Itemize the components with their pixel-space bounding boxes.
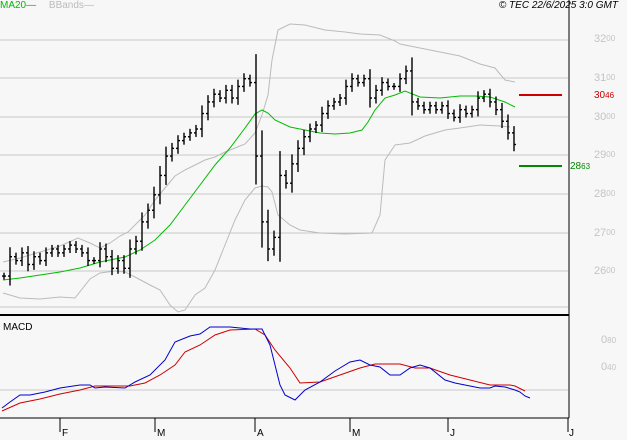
macd-title: MACD xyxy=(3,322,33,333)
ma20-line xyxy=(2,90,516,281)
chart-legend: MA20— BBands— xyxy=(0,0,94,11)
macd-label-040: 040 xyxy=(601,361,617,373)
x-label-jun: J xyxy=(450,428,455,439)
macd-label-080: 080 xyxy=(601,334,617,346)
price-label-2800: 2800 xyxy=(594,188,616,200)
macd-signal-line xyxy=(1,328,526,412)
macd-line xyxy=(1,326,531,409)
copyright-timestamp: © TEC 22/6/2025 3:0 GMT xyxy=(498,0,618,11)
x-label-feb: F xyxy=(62,428,69,439)
price-label-2700: 2700 xyxy=(594,227,616,239)
price-label-3100: 3100 xyxy=(594,72,616,84)
legend-ma20: MA20— xyxy=(0,0,37,11)
support-label: 2863 xyxy=(570,161,591,172)
price-gridlines xyxy=(0,39,568,308)
price-label-2600: 2600 xyxy=(594,265,616,277)
price-label-3200: 3200 xyxy=(594,33,616,45)
x-label-jul: J xyxy=(569,428,574,439)
bband-lower xyxy=(2,124,511,313)
bband-upper xyxy=(2,23,516,263)
ohlc-bars xyxy=(2,54,516,286)
resistance-label: 3046 xyxy=(594,90,615,101)
x-label-apr: A xyxy=(257,428,264,439)
x-label-may: M xyxy=(352,428,361,439)
price-label-2900: 2900 xyxy=(594,149,616,161)
legend-bbands: BBands— xyxy=(48,0,94,11)
price-label-3000: 3000 xyxy=(594,111,616,123)
x-label-mar: M xyxy=(157,428,166,439)
x-ticks xyxy=(59,418,569,432)
